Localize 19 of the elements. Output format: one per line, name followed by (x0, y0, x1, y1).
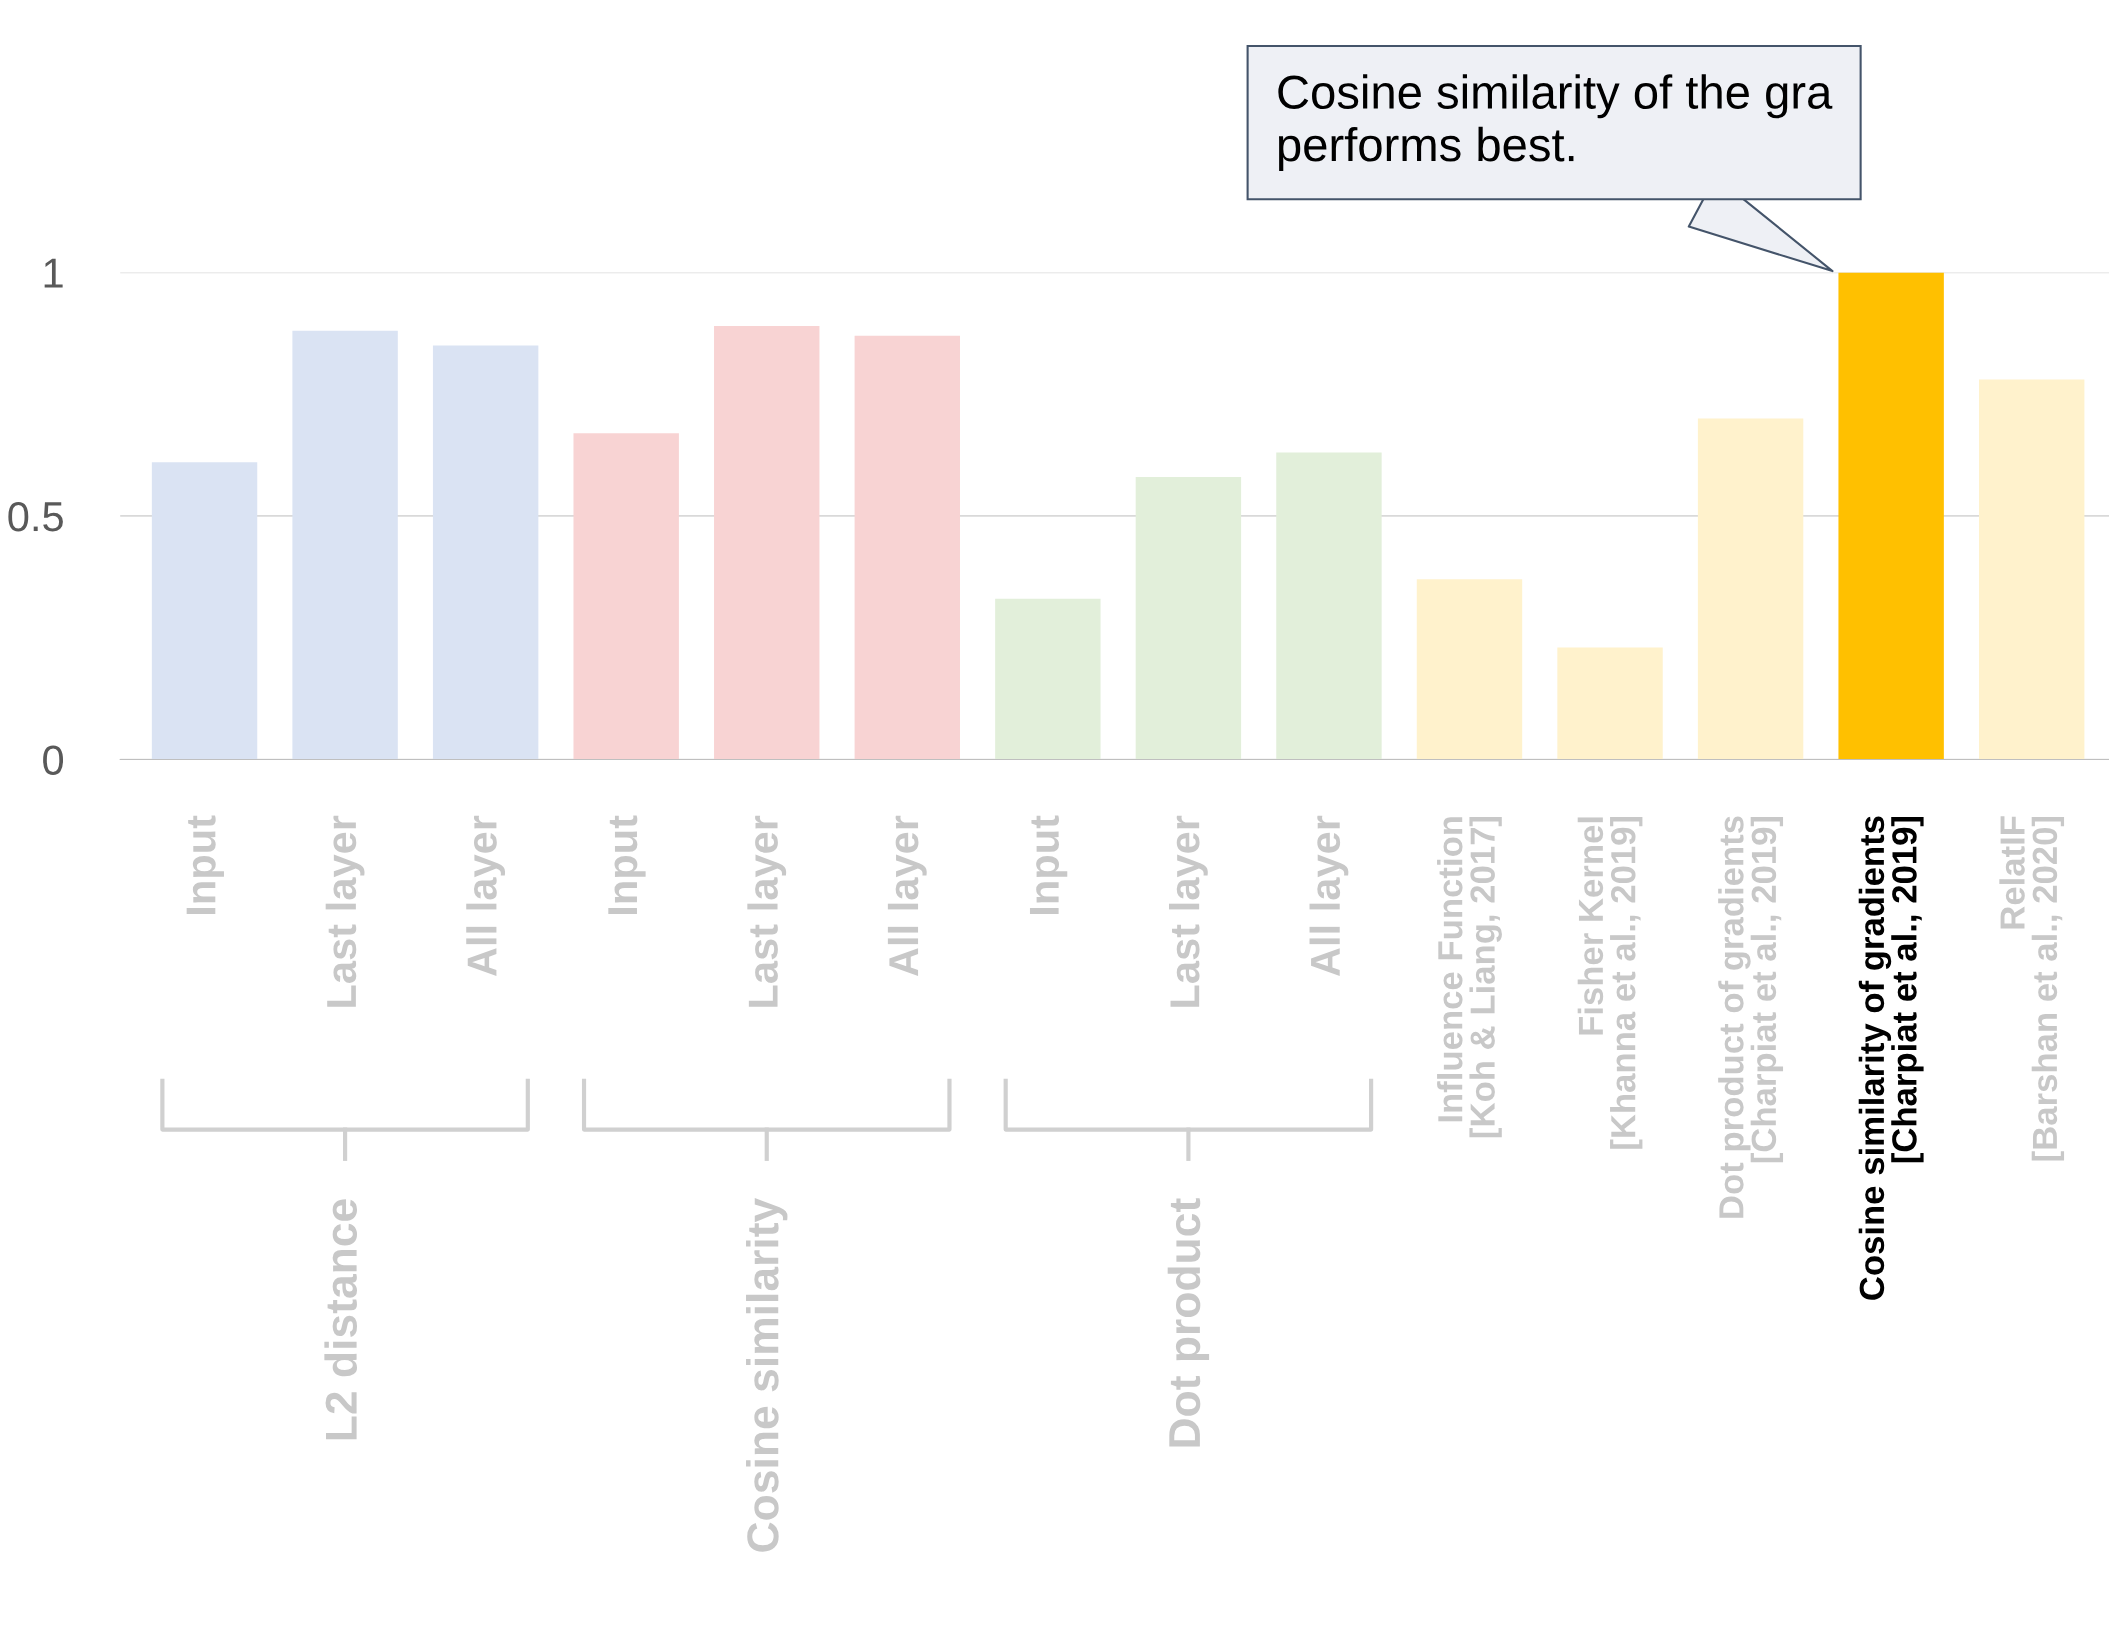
bar (573, 433, 679, 760)
bar (995, 598, 1101, 760)
bar (854, 335, 960, 760)
bar (292, 330, 398, 760)
bar (151, 462, 258, 760)
y-tick-label: 0 (43, 745, 64, 775)
bar (714, 325, 820, 760)
x-tick-label: Cosine similarity of gradients [Charpiat et al., 2019] (1858, 816, 1924, 1300)
bar (1416, 579, 1523, 760)
y-tick-label: 1 (44, 258, 63, 288)
bar (1276, 452, 1382, 760)
annotation: Cosine similarity of the gra performs best. (1278, 74, 1833, 171)
bar (432, 345, 539, 760)
bar (1838, 272, 1944, 760)
bar (1697, 418, 1804, 760)
y-tick-label: 0.5 (8, 501, 63, 532)
bar (1557, 647, 1663, 760)
bar (1135, 476, 1242, 760)
bar (1978, 379, 2085, 760)
